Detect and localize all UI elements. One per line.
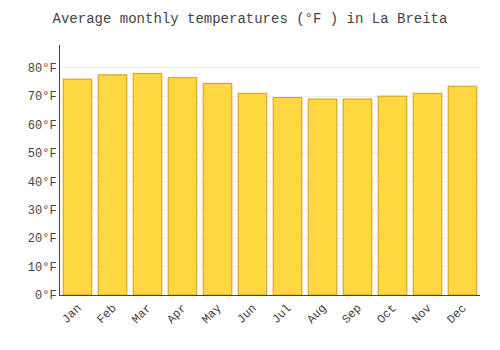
svg-text:Mar: Mar [129, 302, 154, 327]
svg-text:70°F: 70°F [28, 90, 57, 104]
svg-text:50°F: 50°F [28, 147, 57, 161]
svg-text:Jun: Jun [234, 302, 259, 327]
svg-text:80°F: 80°F [28, 62, 57, 76]
svg-text:Jul: Jul [269, 302, 294, 327]
svg-text:Apr: Apr [164, 302, 189, 327]
svg-text:60°F: 60°F [28, 119, 57, 133]
svg-text:Feb: Feb [94, 302, 119, 327]
svg-text:Average monthly temperatures (: Average monthly temperatures (°F ) in La… [53, 11, 448, 27]
svg-text:20°F: 20°F [28, 232, 57, 246]
svg-text:May: May [199, 302, 224, 327]
svg-text:10°F: 10°F [28, 261, 57, 275]
svg-text:Oct: Oct [374, 302, 399, 327]
svg-text:Jan: Jan [59, 302, 84, 327]
svg-text:Nov: Nov [409, 302, 434, 327]
svg-text:Dec: Dec [444, 302, 469, 327]
svg-text:0°F: 0°F [35, 289, 57, 303]
svg-text:Aug: Aug [304, 302, 329, 327]
svg-text:40°F: 40°F [28, 176, 57, 190]
svg-text:Sep: Sep [339, 302, 364, 327]
svg-text:30°F: 30°F [28, 204, 57, 218]
